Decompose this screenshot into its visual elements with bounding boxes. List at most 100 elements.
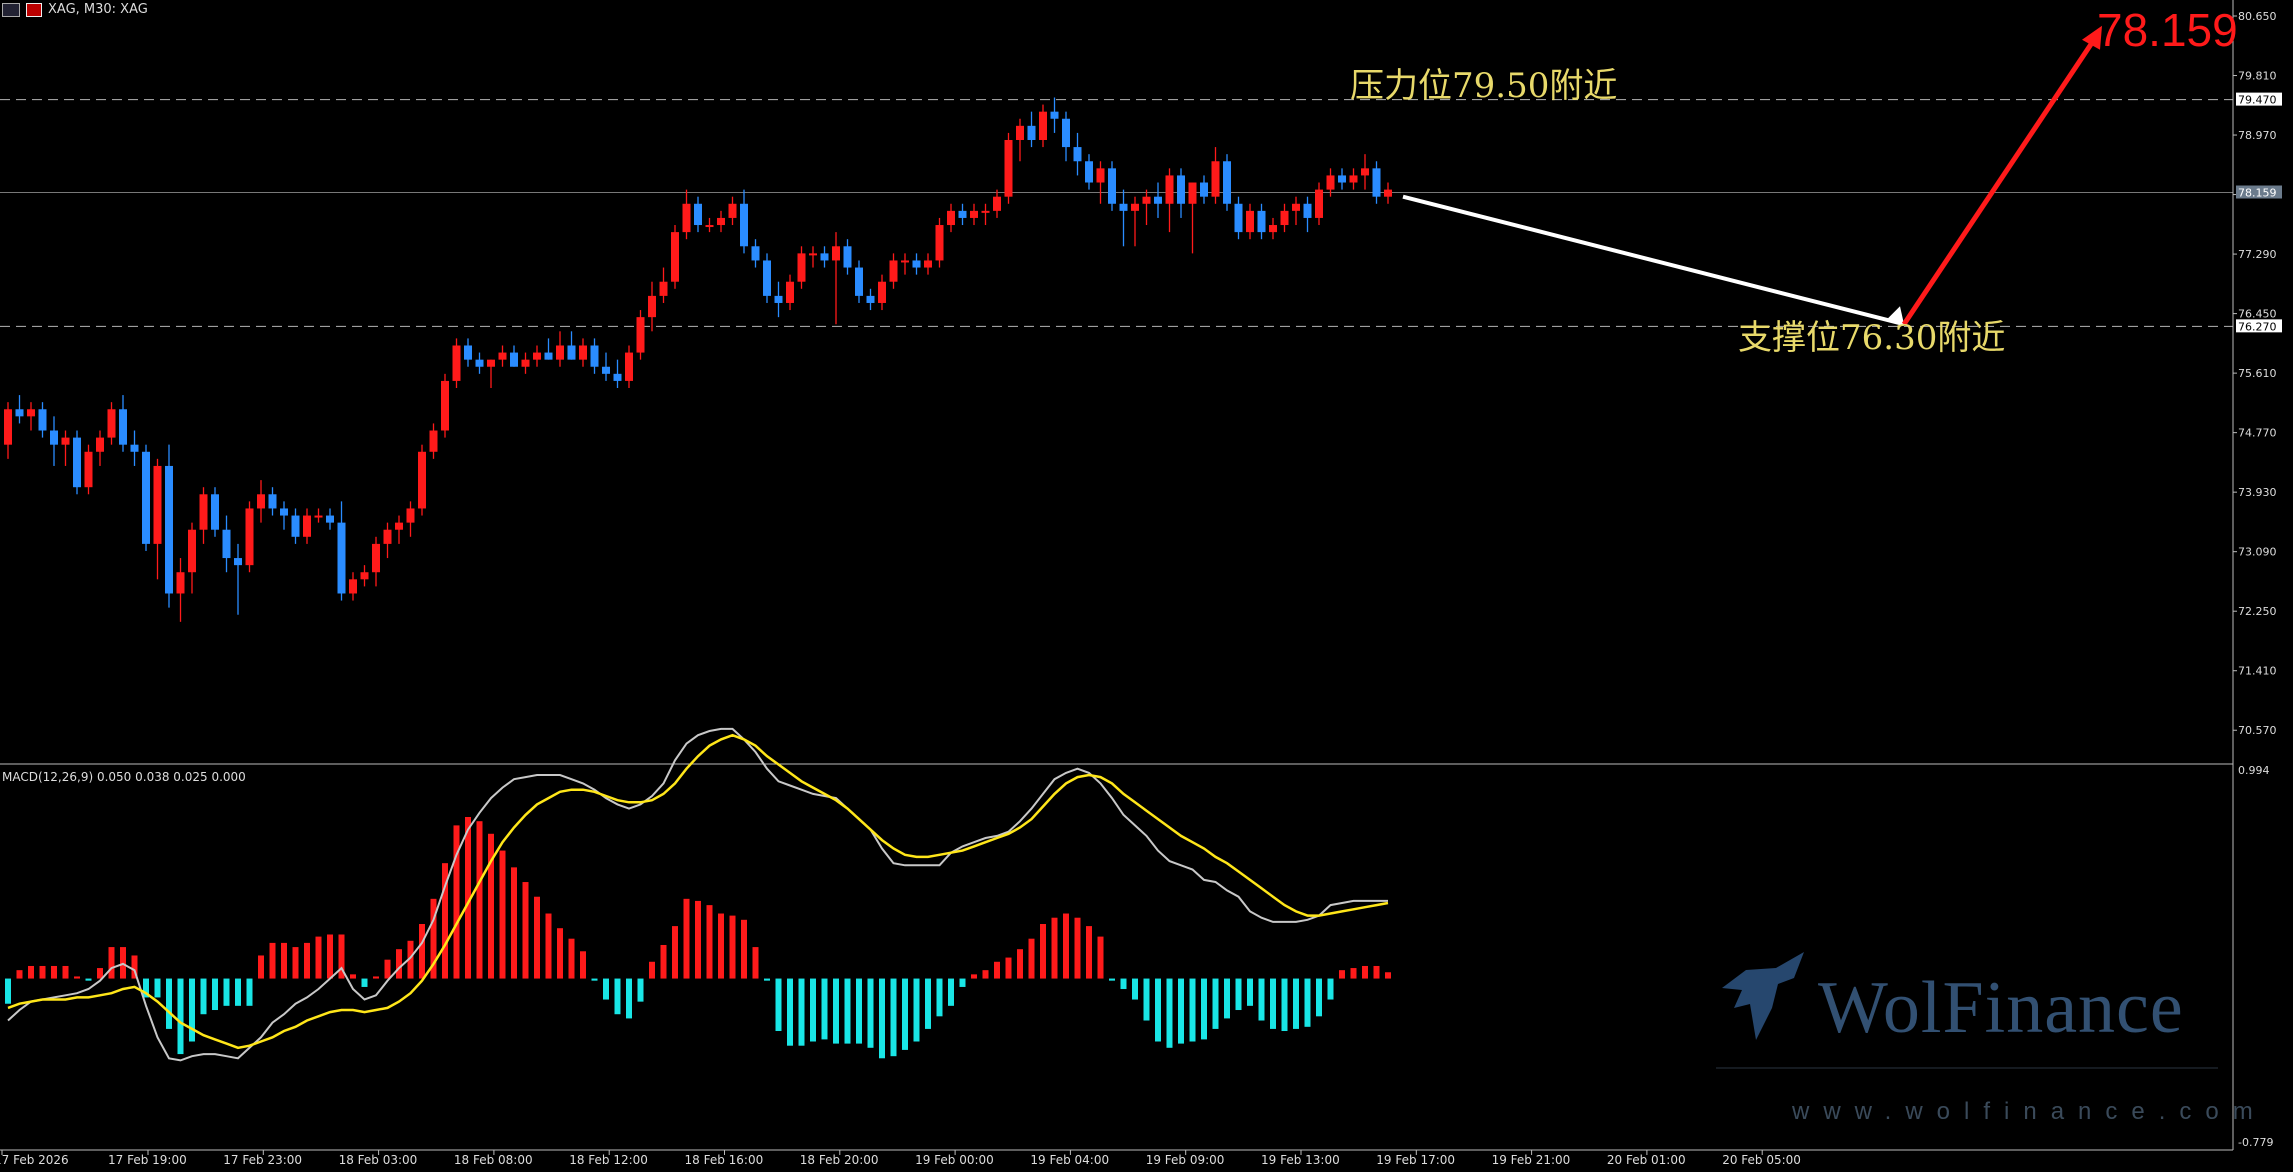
candle-body (740, 203, 748, 247)
macd-histogram-bar (1316, 978, 1322, 1017)
candle-body (15, 409, 24, 417)
macd-histogram-bar (488, 833, 494, 979)
candle-body (38, 409, 47, 431)
candle-body (1315, 189, 1323, 218)
macd-histogram-bar (212, 978, 218, 1011)
candle-body (268, 494, 277, 509)
macd-histogram-bar (672, 926, 678, 979)
candle-body (1050, 111, 1059, 119)
macd-histogram-bar (971, 974, 977, 979)
watermark-brand: WolFinance (1818, 967, 2184, 1049)
symbol-flag-icon (26, 2, 42, 17)
time-tick-label: 18 Feb 16:00 (685, 1153, 764, 1167)
macd-histogram-bar (1224, 978, 1230, 1019)
candle-body (142, 451, 150, 544)
candle-body (993, 196, 1001, 211)
macd-histogram-bar (1063, 913, 1069, 979)
candle-body (671, 232, 679, 282)
macd-histogram-bar (511, 867, 517, 979)
macd-histogram-bar (281, 942, 287, 979)
macd-histogram-bar (419, 924, 425, 979)
candle-body (889, 260, 898, 282)
macd-histogram-bar (154, 978, 161, 998)
candle-body (107, 409, 116, 438)
macd-histogram-bar (752, 947, 759, 979)
macd-histogram-bar (465, 816, 471, 979)
macd-histogram-bar (1281, 978, 1288, 1032)
candle-body (602, 366, 610, 374)
candle-body (1108, 168, 1116, 204)
candle-body (1165, 175, 1174, 204)
price-tick-label: 78.970 (2238, 129, 2277, 142)
macd-histogram-bar (28, 965, 34, 979)
candle-body (843, 246, 852, 268)
macd-histogram-bar (936, 978, 943, 1017)
macd-histogram-bar (453, 825, 460, 979)
price-tick-label: 74.770 (2238, 427, 2277, 440)
macd-histogram-bar (1189, 978, 1196, 1042)
candle-body (176, 572, 185, 594)
macd-histogram-bar (384, 959, 391, 979)
time-tick-label: 18 Feb 03:00 (339, 1153, 418, 1167)
candle-body (1096, 168, 1105, 183)
price-tick-label: 73.090 (2238, 546, 2277, 559)
current-price-big: 78.159 (2097, 4, 2238, 56)
candle-body (820, 253, 829, 261)
candle-body (452, 345, 461, 381)
time-tick-label: 18 Feb 20:00 (800, 1153, 879, 1167)
macd-histogram-bar (246, 978, 253, 1006)
candle-body (1016, 125, 1024, 140)
macd-histogram-bar (902, 978, 908, 1050)
candle-body (958, 210, 967, 218)
candle-body (372, 543, 380, 573)
macd-histogram-bar (1350, 968, 1357, 979)
candle-body (1384, 189, 1392, 197)
chart-menu-icon[interactable] (2, 2, 20, 17)
macd-histogram-bar (361, 978, 368, 987)
macd-histogram-bar (1178, 978, 1184, 1044)
macd-histogram-bar (867, 978, 874, 1048)
candle-body (84, 451, 93, 488)
macd-line (7, 727, 1388, 1062)
macd-histogram-bar (1270, 978, 1276, 1029)
macd-histogram-bar (591, 978, 598, 981)
candle-body (866, 295, 875, 303)
macd-tick-label: 0.994 (2238, 764, 2270, 777)
macd-histogram-bar (327, 934, 333, 979)
up-arrow-line (1901, 32, 2101, 326)
macd-histogram-bar (1097, 936, 1104, 979)
macd-tick-label: -0.779 (2238, 1136, 2273, 1149)
candle-body (970, 210, 978, 218)
macd-histogram-bar (74, 976, 80, 979)
macd-histogram-bar (545, 913, 552, 979)
candle-body (1177, 175, 1185, 204)
macd-histogram-bar (1304, 978, 1311, 1027)
price-tick-label: 80.650 (2238, 10, 2277, 23)
time-tick-label: 19 Feb 17:00 (1376, 1153, 1455, 1167)
candle-body (1292, 203, 1300, 211)
macd-label: MACD(12,26,9) 0.050 0.038 0.025 0.000 (2, 770, 246, 784)
time-tick-label: 20 Feb 01:00 (1607, 1153, 1686, 1167)
candle-body (27, 409, 35, 417)
macd-histogram-bar (775, 978, 782, 1032)
macd-histogram-bar (890, 978, 897, 1057)
candle-body (1361, 168, 1369, 176)
candle-body (1039, 111, 1047, 140)
macd-histogram-bar (315, 936, 322, 979)
macd-histogram-bar (108, 947, 115, 979)
candle-body (1200, 182, 1208, 197)
candle-body (1085, 161, 1093, 183)
candle-body (855, 267, 863, 296)
support-annotation: 支撑位76.30附近 (1738, 318, 2006, 358)
macd-histogram-bar (637, 978, 644, 1002)
candle-body (717, 217, 725, 226)
candle-body (1257, 210, 1266, 233)
time-tick-label: 17 Feb 23:00 (223, 1153, 302, 1167)
candle-body (1004, 140, 1013, 197)
resistance-annotation: 压力位79.50附近 (1350, 66, 1618, 106)
price-tick-label: 72.250 (2238, 605, 2277, 618)
candle-body (544, 352, 553, 360)
candle-body (1234, 203, 1243, 233)
macd-histogram-bar (1166, 978, 1173, 1048)
